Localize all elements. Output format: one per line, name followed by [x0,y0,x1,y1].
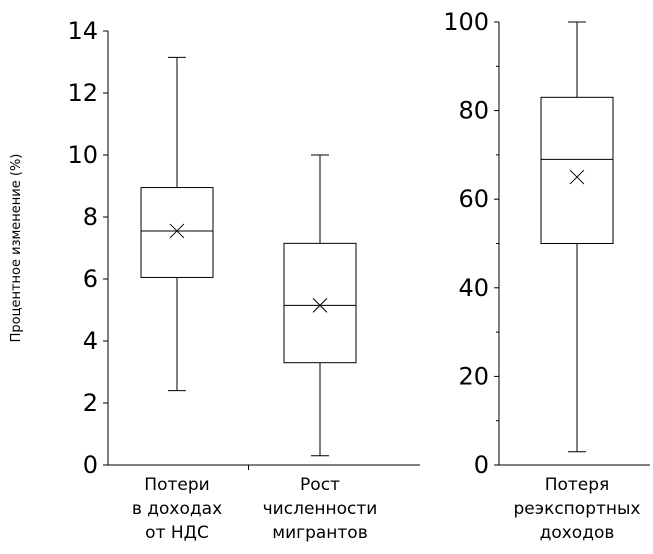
x-category-label-line: численности [263,499,378,519]
y-tick-label: 60 [458,185,489,213]
y-axis-label: Процентное изменение (%) [9,154,24,343]
x-category-label: Рост численности мигрантов [263,475,378,543]
mean-marker-stroke-b [312,297,328,313]
x-category-label-line: доходов [540,523,615,543]
y-tick-label: 80 [458,97,489,125]
y-tick-label: 100 [443,8,489,36]
box-group [140,56,214,392]
x-category-label-line: мигрантов [272,523,367,543]
y-tick-label: 2 [83,389,98,417]
y-tick-label: 40 [458,274,489,302]
x-category-label-line: реэкспортных [513,499,640,519]
y-tick-label: 0 [474,451,489,479]
y-tick-label: 14 [67,17,98,45]
y-tick-label: 10 [67,141,98,169]
mean-marker-stroke-b [569,169,585,185]
y-tick-label: 20 [458,362,489,390]
x-category-label: Потеря реэкспортных доходов [513,475,640,543]
x-category-label: Потери в доходах от НДС [132,475,222,543]
x-category-label-line: Потеря [545,475,610,495]
y-tick-label: 6 [83,265,98,293]
right-boxplot: 0 20 40 60 80 100 Потеря реэкспортных доходов [443,8,650,543]
left-boxplot: 0 2 4 6 8 10 12 14 Потери в доходах от НДС Рост числ… [67,17,420,543]
mean-marker-stroke-b [169,223,185,239]
y-tick-label: 0 [83,451,98,479]
iqr-box [540,96,614,244]
x-category-label-line: Потери [144,475,209,495]
y-axis-label-group: Процентное изменение (%) [9,154,24,343]
y-tick-label: 8 [83,203,98,231]
x-category-label-line: в доходах [132,499,222,519]
x-category-label-line: от НДС [145,523,209,543]
y-tick-label: 12 [67,79,98,107]
iqr-box [140,187,214,278]
box-group [283,154,357,457]
y-tick-label: 4 [83,327,98,355]
box-group [540,21,614,453]
iqr-box [283,242,357,364]
x-category-label-line: Рост [300,475,340,495]
